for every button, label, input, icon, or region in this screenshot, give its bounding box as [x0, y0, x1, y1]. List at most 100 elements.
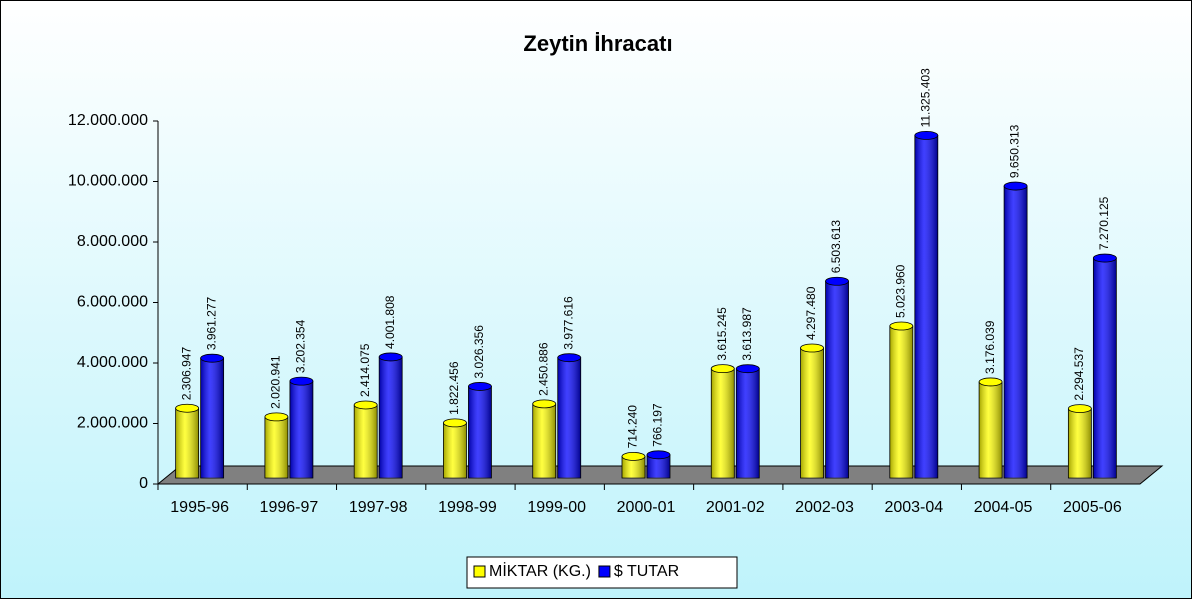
legend-label: MİKTAR (KG.) [489, 561, 591, 580]
value-label: 9.650.313 [1008, 124, 1022, 178]
value-label: 2.020.941 [269, 355, 283, 409]
bar-shade [175, 408, 199, 478]
legend-swatch [473, 565, 486, 578]
bar [557, 353, 582, 479]
bar [468, 382, 492, 479]
bar-top [557, 353, 582, 363]
x-tick-label: 1998-99 [438, 499, 497, 516]
bar-shade [825, 281, 849, 478]
legend-swatch [598, 565, 611, 578]
value-label: 714.240 [626, 405, 640, 449]
x-tick-label: 1995-96 [170, 499, 229, 516]
value-label: 6.503.613 [829, 220, 843, 274]
bar [621, 451, 646, 479]
bar-shade [979, 381, 1003, 478]
x-tick-label: 1996-97 [260, 499, 319, 516]
bar [800, 343, 824, 479]
value-label: 2.414.075 [358, 343, 372, 397]
value-label: 1.822.456 [447, 361, 461, 415]
chart-title: Zeytin İhracatı [523, 31, 672, 56]
bar-shade [800, 348, 824, 478]
value-label: 7.270.125 [1097, 196, 1111, 250]
bar-top [889, 321, 914, 331]
value-label: 2.294.537 [1072, 347, 1086, 401]
value-label: 5.023.960 [893, 264, 907, 318]
bar [175, 403, 200, 479]
bar-top [468, 382, 492, 391]
x-tick-label: 2000-01 [617, 499, 676, 516]
bar-shade [736, 368, 760, 478]
bar-shade [289, 381, 313, 478]
bar-shade [711, 368, 735, 478]
bar-top [378, 352, 403, 362]
x-tick-label: 2003-04 [884, 499, 943, 516]
bar-shade [622, 456, 645, 478]
bar [353, 400, 378, 479]
bar-shade [1093, 258, 1117, 478]
bar-top [1092, 253, 1117, 263]
value-label: 11.325.403 [918, 68, 932, 127]
y-tick-label: 2.000.000 [77, 415, 148, 432]
value-label: 3.026.356 [472, 325, 486, 379]
value-label: 2.450.886 [536, 342, 550, 396]
bar-shade [379, 356, 403, 478]
bar [1092, 253, 1117, 479]
bar-shade [264, 416, 288, 478]
value-label: 2.306.947 [179, 347, 193, 401]
value-label: 766.197 [651, 403, 665, 447]
bar-shade [354, 404, 378, 478]
bar-top [710, 364, 735, 374]
bar-top [443, 418, 467, 428]
y-tick-label: 0 [139, 475, 148, 492]
bar [825, 276, 849, 479]
bar-top [914, 131, 939, 140]
bar-shade [647, 454, 670, 478]
bar [443, 418, 467, 479]
bar-top [264, 412, 289, 422]
bar [978, 377, 1003, 479]
bar [1067, 404, 1092, 479]
x-tick-label: 1997-98 [349, 499, 408, 516]
bar [889, 321, 914, 479]
legend-label: $ TUTAR [614, 563, 679, 580]
bar-shade [468, 386, 492, 478]
bar [710, 364, 735, 479]
bar-top [1067, 404, 1092, 413]
bar-top [735, 364, 760, 374]
bar-shade [443, 422, 467, 478]
bar-top [1003, 181, 1028, 191]
value-label: 4.297.480 [804, 286, 818, 340]
x-tick-label: 2001-02 [706, 499, 765, 516]
bar [200, 353, 225, 479]
bar-top [200, 353, 225, 363]
value-label: 4.001.808 [383, 295, 397, 349]
bar [264, 412, 289, 479]
bar [914, 131, 939, 479]
y-tick-label: 12.000.000 [68, 112, 148, 129]
value-label: 3.961.277 [204, 296, 218, 350]
bar-top [353, 400, 378, 410]
bar [646, 450, 671, 479]
bar [378, 352, 403, 479]
bar-top [825, 276, 849, 286]
value-label: 3.202.354 [294, 319, 308, 373]
bar-shade [1068, 408, 1092, 478]
y-tick-label: 8.000.000 [77, 233, 148, 250]
bar-shade [200, 358, 224, 478]
bar-top [289, 376, 314, 386]
x-tick-label: 1999-00 [527, 499, 586, 516]
value-label: 3.176.039 [983, 320, 997, 374]
bar-shade [889, 326, 913, 478]
bar-top [646, 450, 671, 460]
y-tick-label: 10.000.000 [68, 173, 148, 190]
bar-top [175, 403, 200, 413]
bar-top [800, 343, 824, 353]
value-label: 3.615.245 [715, 307, 729, 361]
value-label: 3.977.616 [561, 296, 575, 350]
y-tick-label: 4.000.000 [77, 354, 148, 371]
value-label: 3.613.987 [740, 307, 754, 361]
bar-shade [914, 135, 938, 478]
bar-shade [557, 357, 581, 478]
bar [289, 376, 314, 479]
